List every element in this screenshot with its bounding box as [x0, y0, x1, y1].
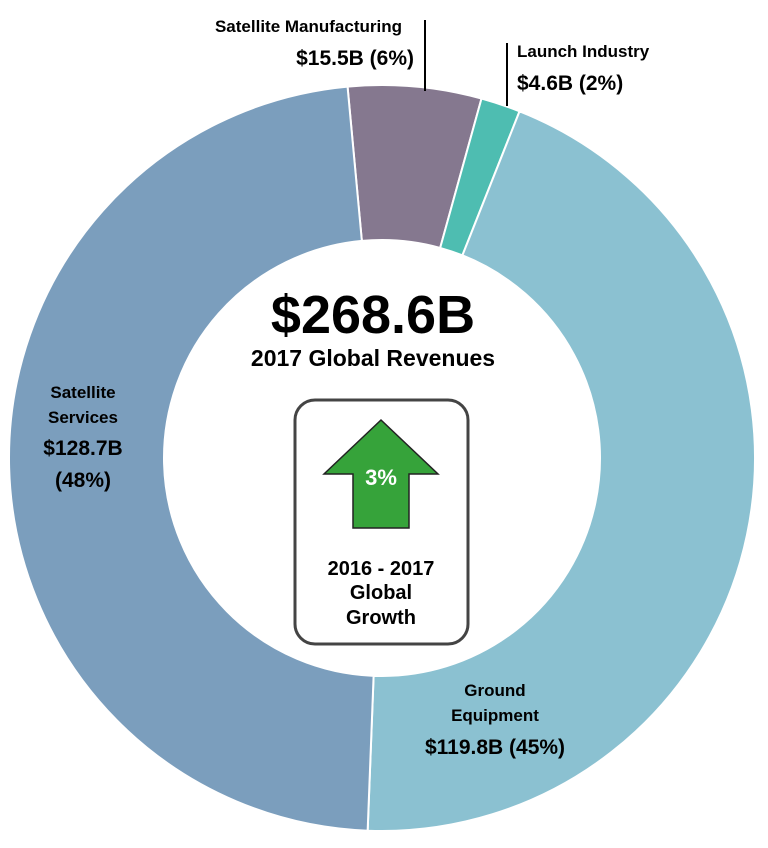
label-ground-equipment-name-line2: Equipment — [451, 706, 539, 725]
label-satellite-manufacturing-name: Satellite Manufacturing — [215, 17, 402, 36]
center-total: $268.6B — [271, 285, 475, 345]
label-satellite-services-name-line1: Satellite — [50, 383, 115, 402]
slice-ground-equipment — [366, 109, 756, 832]
growth-caption-line1: 2016 - 2017 — [328, 558, 435, 580]
slice-satellite-services — [8, 85, 375, 832]
growth-caption-line2: Global — [350, 582, 412, 604]
growth-caption-line3: Growth — [346, 607, 416, 629]
label-satellite-services-name-line2: Services — [48, 408, 118, 427]
label-satellite-services-value-line1: $128.7B — [43, 437, 122, 460]
label-launch-industry-value: $4.6B (2%) — [517, 72, 623, 95]
donut-slices — [8, 84, 756, 832]
label-launch-industry-name: Launch Industry — [517, 42, 650, 61]
label-ground-equipment-value: $119.8B (45%) — [425, 736, 565, 759]
growth-up-arrow-icon — [322, 418, 440, 529]
center-subtitle: 2017 Global Revenues — [251, 345, 495, 371]
label-ground-equipment-name-line1: Ground — [464, 681, 525, 700]
label-satellite-manufacturing-value: $15.5B (6%) — [296, 47, 414, 70]
label-satellite-services-value-line2: (48%) — [55, 469, 111, 492]
growth-percent: 3% — [365, 465, 397, 490]
